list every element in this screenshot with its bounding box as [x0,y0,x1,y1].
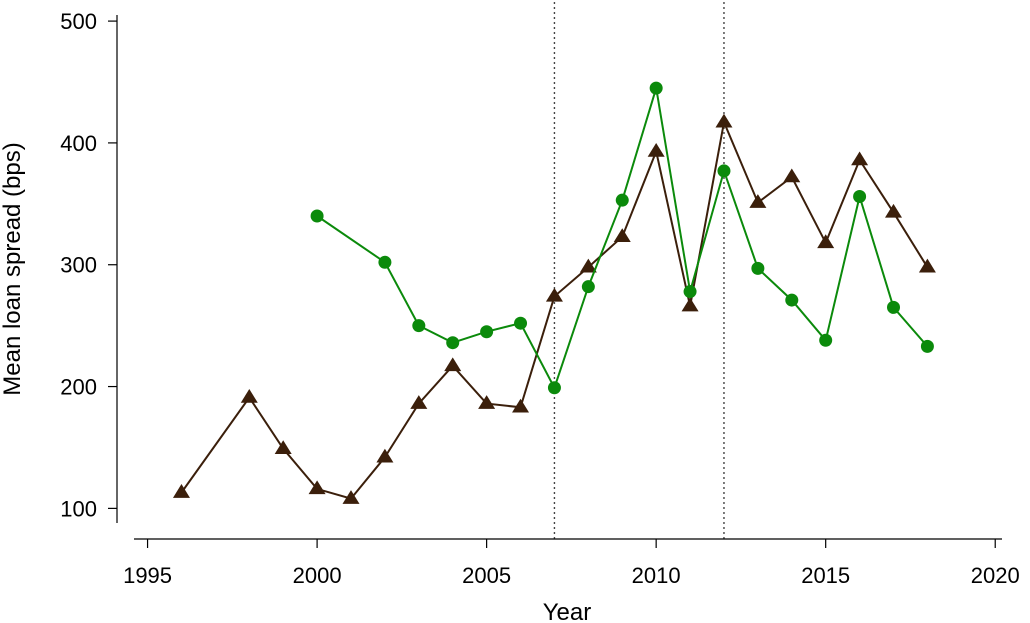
data-point-triangle [647,142,665,157]
x-tick-label: 2020 [971,563,1020,588]
data-point-triangle [240,389,258,403]
data-point-circle [683,285,697,299]
data-point-triangle [545,287,563,302]
data-point-triangle [817,234,835,249]
y-tick-label: 100 [60,496,97,521]
y-axis-ticks: 100 200 300 400 500 [60,9,117,521]
x-axis-title: Year [543,599,592,623]
data-point-triangle [749,194,767,208]
data-point-triangle [478,395,496,409]
y-tick-label: 200 [60,375,97,400]
data-point-triangle [783,168,801,183]
data-point-circle [649,81,663,95]
data-point-circle [480,325,494,339]
data-point-circle [412,319,426,333]
x-tick-label: 2010 [632,563,681,588]
data-point-circle [547,381,561,395]
data-point-circle [581,280,595,294]
data-point-triangle [885,203,902,218]
data-point-circle [615,193,629,207]
data-point-circle [819,333,833,347]
data-point-circle [751,261,765,275]
data-point-circle [887,300,900,314]
data-point-triangle [376,448,394,463]
series-triangle [172,113,936,504]
data-point-triangle [410,395,428,409]
data-point-circle [514,316,528,330]
data-point-triangle [512,398,530,413]
y-tick-label: 500 [60,9,97,34]
reference-lines [553,2,725,539]
x-axis-ticks: 1995 2000 2005 2010 2015 2020 [123,539,1020,588]
data-point-triangle [613,228,631,242]
series-circle [310,81,934,395]
data-point-triangle [715,113,733,128]
y-tick-label: 400 [60,131,97,156]
data-point-circle [920,339,934,353]
y-tick-label: 300 [60,253,97,278]
data-point-circle [446,336,460,350]
data-point-triangle [308,480,326,495]
data-point-triangle [342,490,360,504]
data-point-circle [853,190,867,204]
x-tick-label: 2015 [801,563,850,588]
data-point-circle [310,209,324,223]
data-point-triangle [918,258,936,273]
data-point-triangle [172,484,190,498]
data-point-triangle [444,357,462,372]
axes [116,15,1002,540]
x-tick-label: 1995 [123,563,172,588]
x-tick-label: 2005 [462,563,511,588]
x-tick-label: 2000 [293,563,342,588]
data-point-circle [717,164,731,178]
data-point-triangle [274,440,292,454]
data-point-triangle [579,258,597,273]
data-point-circle [378,255,392,269]
y-axis-title: Mean loan spread (bps) [0,142,26,395]
series-line [180,118,929,500]
data-point-triangle [851,151,869,166]
data-point-triangle [681,297,699,312]
data-point-circle [785,293,799,307]
series-layer [172,81,936,504]
